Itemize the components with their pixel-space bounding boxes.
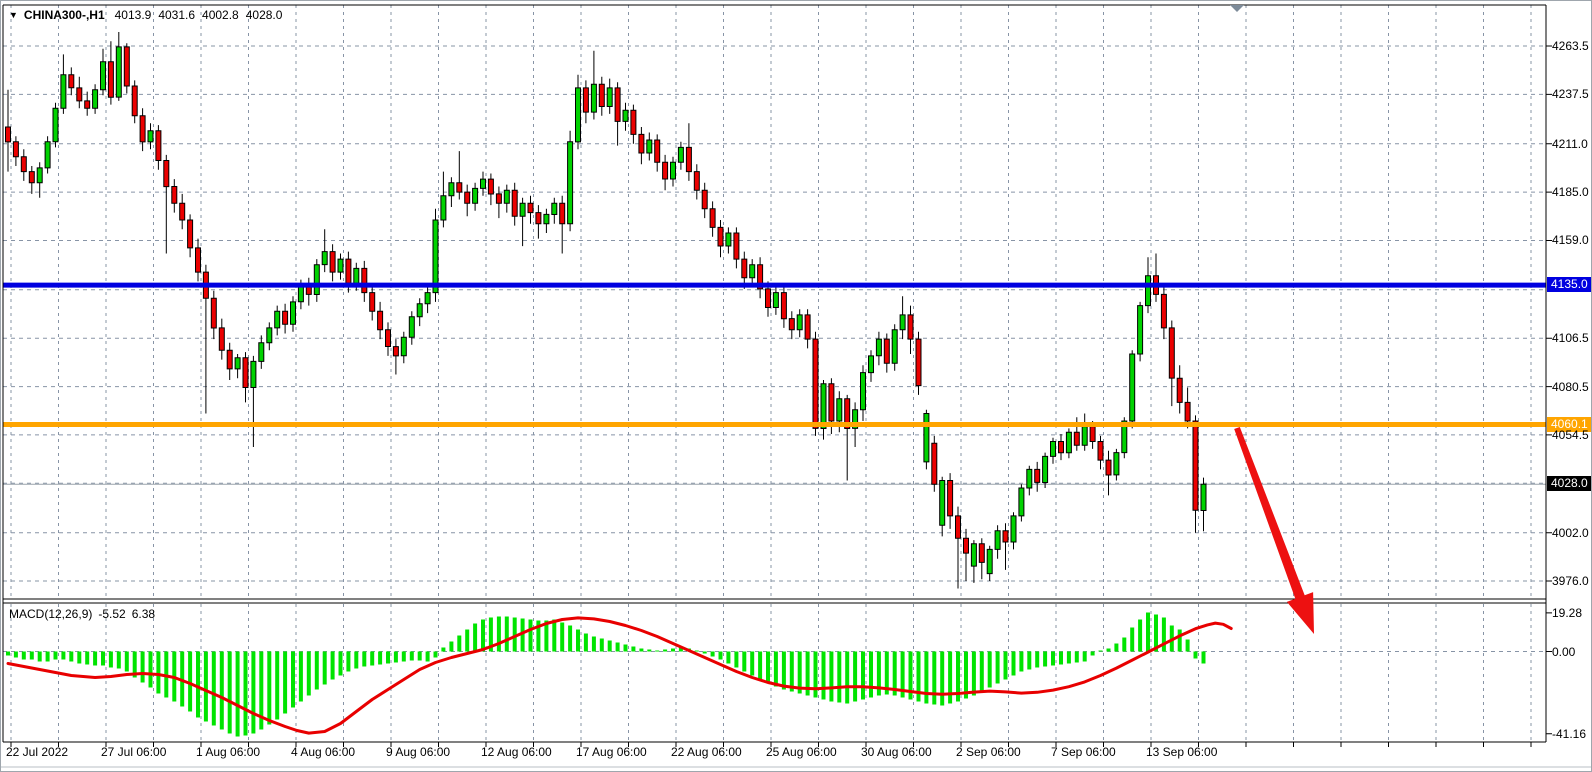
macd-name: MACD(12,26,9) [9,607,93,621]
time-axis-label: 13 Sep 06:00 [1146,745,1218,759]
price-tag-blue-line: 4135.0 [1547,277,1591,292]
downtrend-arrow [1234,426,1314,634]
time-axis-label: 7 Sep 06:00 [1051,745,1116,759]
time-axis-label: 12 Aug 06:00 [481,745,552,759]
price-axis-label: 4002.0 [1552,526,1589,540]
time-axis-label: 9 Aug 06:00 [386,745,451,759]
time-axis-label: 30 Aug 06:00 [861,745,932,759]
chart-shift-marker [1230,5,1244,12]
price-axis-label: 4211.0 [1552,137,1588,151]
price-axis-label: 4263.5 [1552,39,1589,53]
macd-histogram [6,612,1206,737]
grid-horizontal-lines [3,45,1546,652]
time-axis-label: 25 Aug 06:00 [766,745,837,759]
symbol-period-label: CHINA300-,H1 [23,8,105,22]
time-axis-label: 4 Aug 06:00 [291,745,356,759]
time-axis-label: 22 Jul 2022 [6,745,69,759]
time-axis-label: 27 Jul 06:00 [101,745,167,759]
macd-main-value: -5.52 [98,607,126,621]
quote-low: 4002.8 [202,8,239,22]
price-axis-label: 4237.5 [1552,87,1589,101]
time-axis-label: 1 Aug 06:00 [196,745,261,759]
time-axis-label: 2 Sep 06:00 [956,745,1021,759]
chart-ohlc-header: ▼ CHINA300-,H1 4013.9 4031.6 4002.8 4028.0 [9,8,289,22]
time-axis-label: 22 Aug 06:00 [671,745,742,759]
macd-axis-label: 0.00 [1552,645,1576,659]
symbol-dropdown-icon[interactable]: ▼ [9,10,18,20]
price-axis-label: 4054.5 [1552,428,1589,442]
time-axis-label: 17 Aug 06:00 [576,745,647,759]
quote-open: 4013.9 [114,8,152,22]
price-axis-label: 3976.0 [1552,574,1589,588]
quote-high: 4031.6 [158,8,196,22]
price-axis-label: 4106.5 [1552,331,1589,345]
price-axis-label: 4159.0 [1552,233,1589,247]
bearish-candles [5,46,1199,563]
macd-indicator-label: MACD(12,26,9) -5.52 6.38 [9,607,161,621]
panel-borders [2,4,1547,743]
macd-signal-value: 6.38 [131,607,156,621]
grid-vertical-lines [10,5,1532,742]
macd-signal-line [6,616,1233,735]
price-axis-label: 4080.5 [1552,380,1589,394]
macd-axis-label: -41.16 [1552,727,1587,741]
quote-close: 4028.0 [245,8,283,22]
axis-ticks [10,45,1552,747]
macd-axis-label: 19.28 [1552,606,1583,620]
price-tag-orange-line: 4060.1 [1547,417,1591,432]
price-axis-label: 4185.0 [1552,185,1589,199]
price-tag-bid: 4028.0 [1547,476,1591,491]
bullish-candles [36,46,1207,575]
